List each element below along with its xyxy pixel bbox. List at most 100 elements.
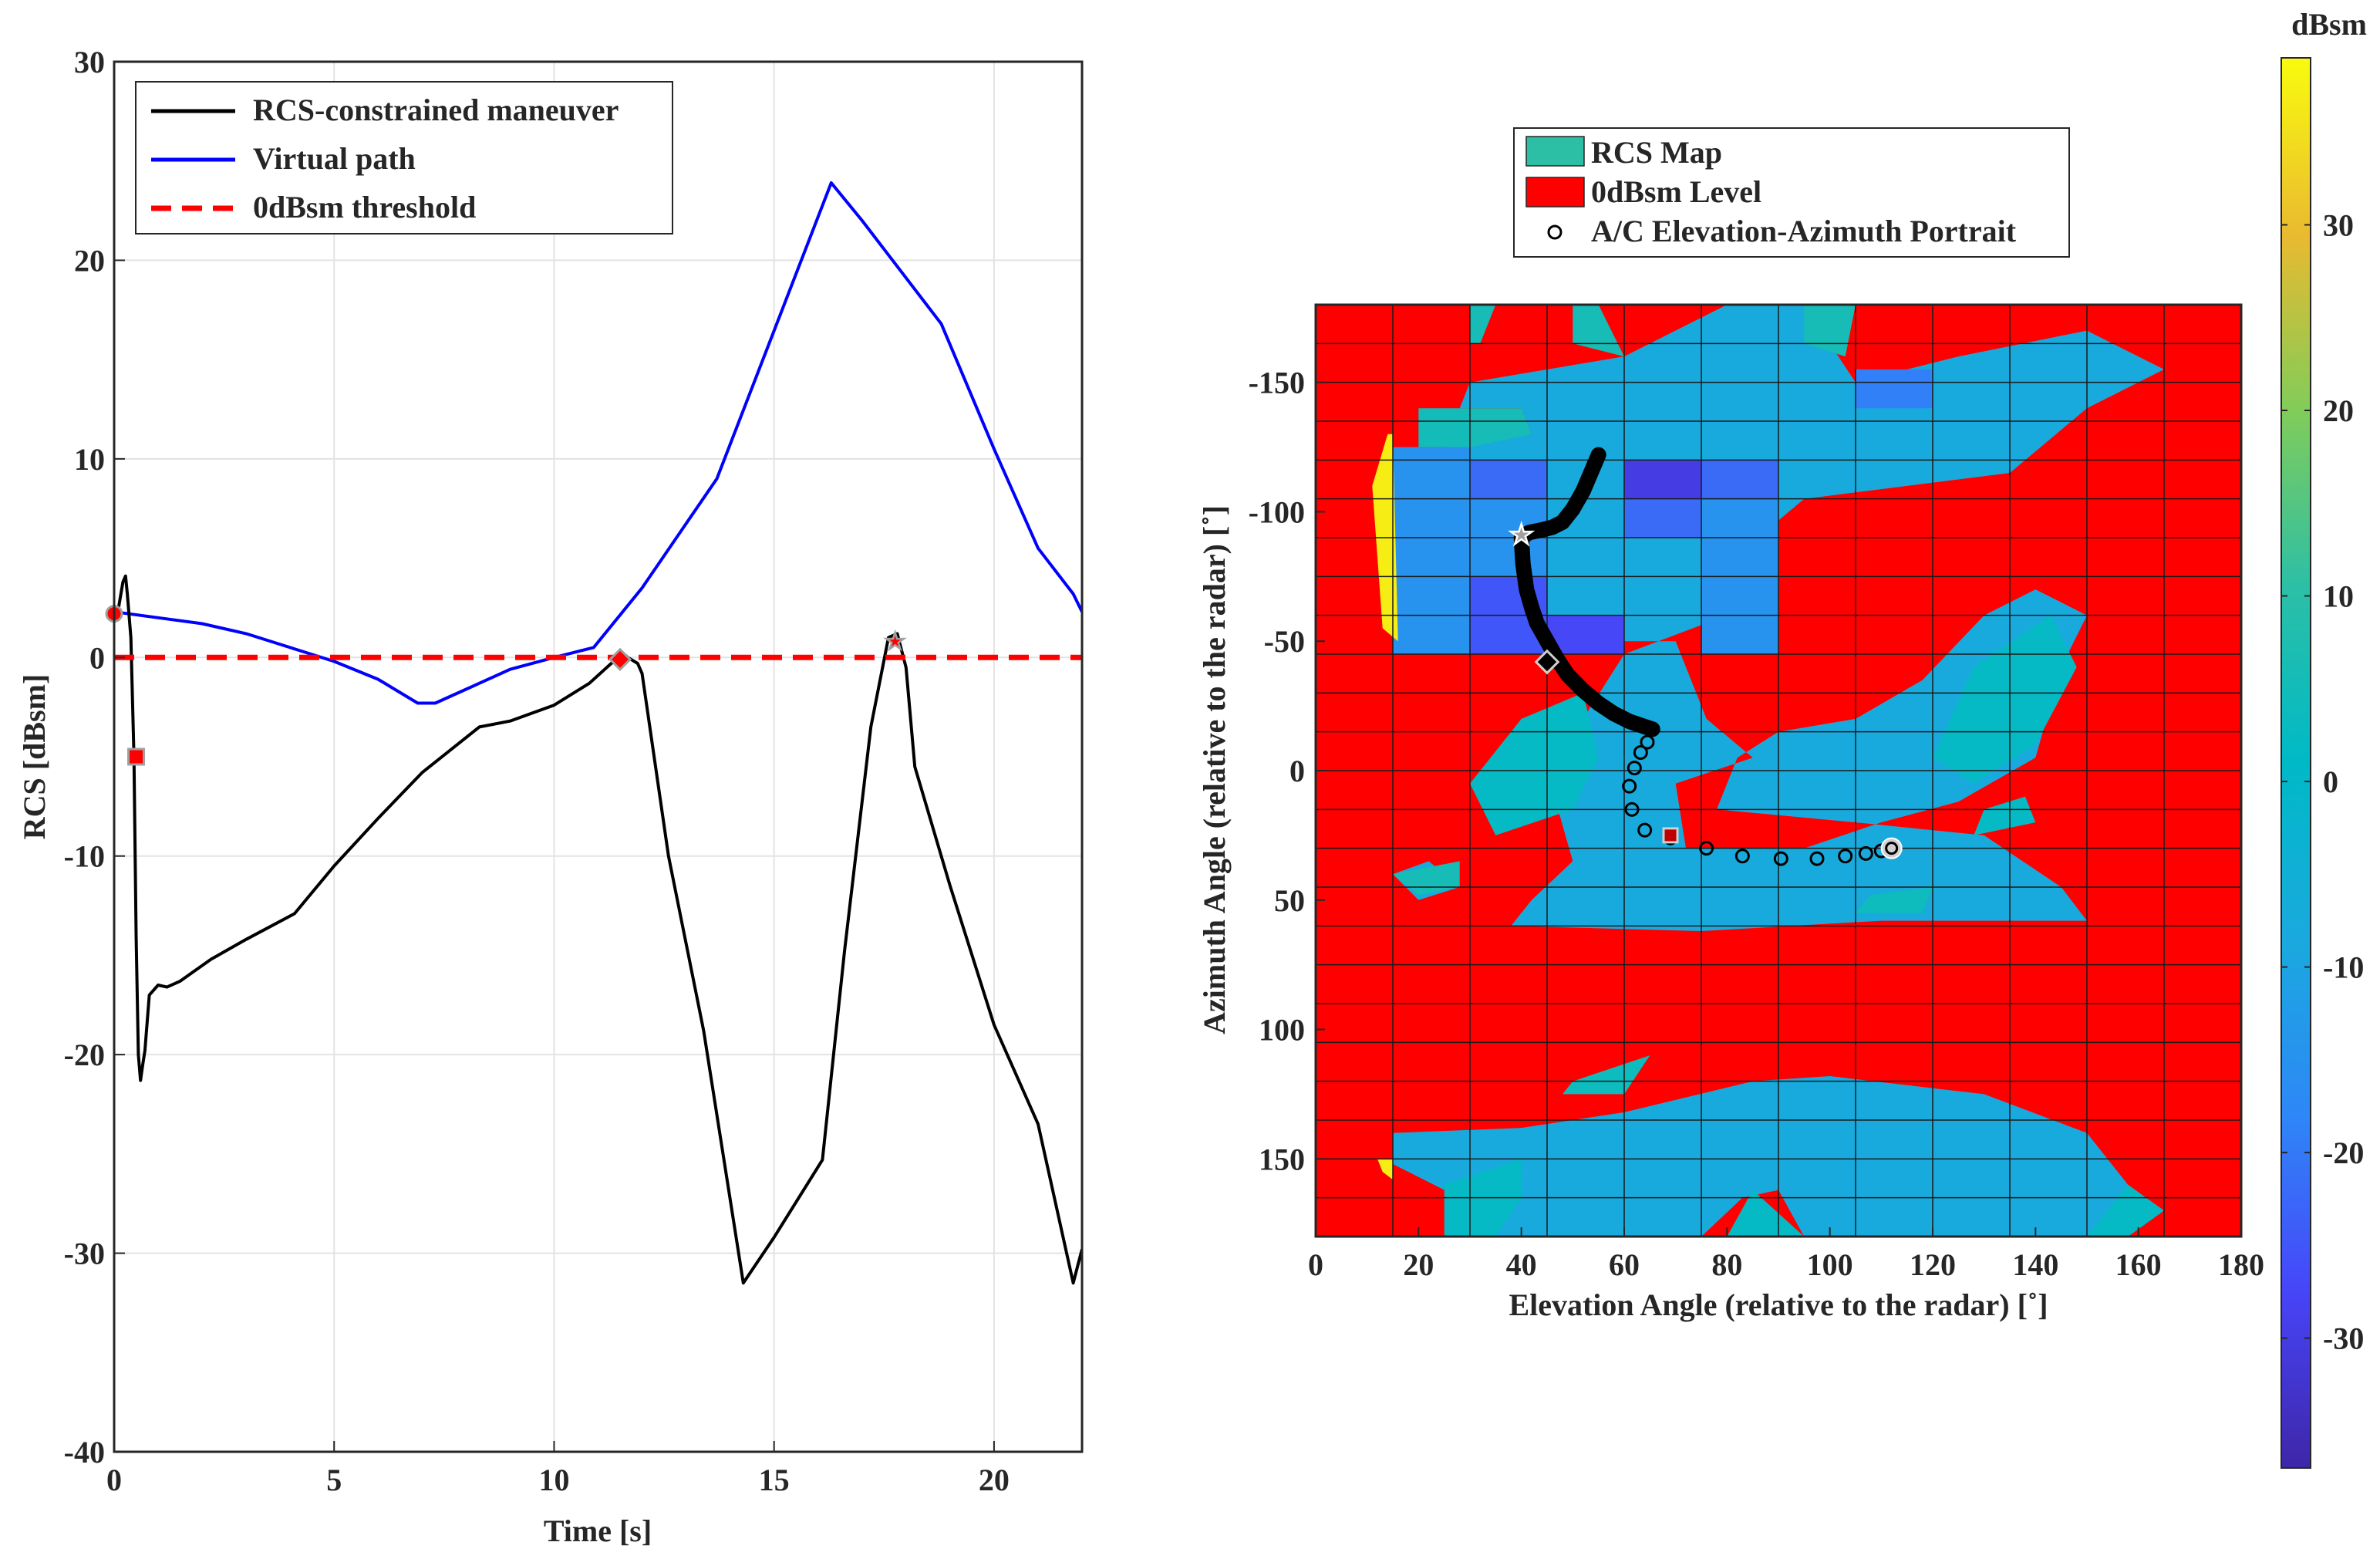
colorbar-tick-label: 20 [2323, 393, 2354, 428]
map-y-tick-label: -50 [1264, 624, 1305, 659]
portrait-point [1584, 466, 1597, 480]
colorbar-tick-label: -30 [2323, 1321, 2364, 1356]
map-region [1377, 1159, 1393, 1180]
map-x-tick-label: 20 [1403, 1247, 1434, 1282]
left-x-tick-label: 20 [979, 1463, 1010, 1497]
colorbar-tick-label: 10 [2323, 579, 2354, 614]
map-key-marker-circle-outer [1880, 837, 1903, 859]
map-legend-box [1513, 127, 2070, 258]
map-region [1393, 447, 1470, 654]
map-region [1393, 861, 1460, 896]
map-region [1418, 408, 1470, 447]
map-x-axis-label: Elevation Angle (relative to the radar) … [1509, 1287, 2048, 1322]
legend-label-virtual-path: Virtual path [253, 141, 416, 176]
portrait-point [1809, 851, 1825, 866]
left-x-tick-label: 10 [538, 1463, 569, 1497]
colorbar-tick-label: 0 [2323, 764, 2338, 799]
map-x-tick-label: 60 [1609, 1247, 1640, 1282]
legend-swatch-rcs-map [1525, 136, 1585, 167]
map-x-tick-label: 180 [2218, 1247, 2264, 1282]
portrait-dense-track [1513, 447, 1660, 737]
map-y-axis-label: Azimuth Angle (relative to the radar) [˚… [1197, 505, 1232, 1034]
portrait-point [1622, 778, 1637, 794]
map-region [1974, 796, 2036, 835]
map-region [1624, 460, 1701, 499]
left-marker-star [883, 629, 907, 652]
map-y-tick-label: 100 [1259, 1013, 1305, 1048]
left-y-tick-label: 30 [74, 45, 105, 79]
left-y-tick-label: -40 [64, 1435, 105, 1470]
map-x-tick-label: 100 [1807, 1247, 1853, 1282]
legend-label-threshold: 0dBsm threshold [253, 190, 476, 224]
map-y-tick-label: -150 [1249, 366, 1305, 400]
rcs-map-chart: 0 20 40 60 80 100 120 140 160 180 -150 -100 -50 0 50 10… [1197, 127, 2264, 1322]
colorbar-bar [2281, 57, 2311, 1469]
legend-label-portrait: A/C Elevation-Azimuth Portrait [1591, 214, 2017, 248]
map-x-tick-label: 160 [2115, 1247, 2162, 1282]
map-x-tick-label: 80 [1711, 1247, 1742, 1282]
left-y-tick-label: 10 [74, 442, 105, 477]
map-y-tick-label: -100 [1249, 494, 1305, 529]
left-y-tick-label: -30 [64, 1237, 105, 1271]
colorbar: dBsm -30 -20 -10 0 10 20 30 [2281, 7, 2367, 1469]
legend-marker-portrait [1547, 224, 1563, 240]
portrait-point [1734, 849, 1750, 864]
left-y-tick-label: 0 [89, 640, 105, 675]
left-marker-diamond [608, 647, 632, 671]
series-line-rcs-constrained [114, 574, 1082, 1285]
left-plot-frame [113, 60, 1084, 1453]
map-x-tick-label: 120 [1910, 1247, 1956, 1282]
map-key-marker-circle [1885, 842, 1899, 855]
portrait-point [1627, 761, 1642, 776]
portrait-point [1699, 841, 1714, 856]
left-y-tick-label: -20 [64, 1038, 105, 1072]
map-y-tick-label: 50 [1274, 883, 1305, 918]
map-tick-labels: 0 20 40 60 80 100 120 140 160 180 -150 -100 -50 0 50 10… [1249, 366, 2264, 1282]
map-portrait-track [1513, 447, 1900, 866]
map-region [1470, 693, 1599, 835]
map-region [1856, 887, 1933, 913]
portrait-point [1624, 801, 1640, 817]
portrait-point [1637, 822, 1653, 838]
portrait-point [1858, 845, 1873, 861]
left-plot-area [114, 62, 1082, 1452]
map-x-tick-label: 0 [1308, 1247, 1323, 1282]
left-tick-labels: 0 5 10 15 20 -40 -30 -20 -10 0 10 20 30 [64, 45, 1010, 1497]
map-y-tick-label: 150 [1259, 1142, 1305, 1176]
colorbar-tick-label: 30 [2323, 208, 2354, 242]
map-region [1856, 369, 1933, 409]
left-x-axis-label: Time [s] [544, 1513, 652, 1548]
map-region [1470, 460, 1547, 499]
legend-label-rcs-constrained: RCS-constrained maneuver [253, 93, 619, 127]
legend-label-0dbsm-level: 0dBsm Level [1591, 174, 1761, 209]
left-x-tick-label: 15 [759, 1463, 790, 1497]
legend-label-rcs-map: RCS Map [1591, 135, 1722, 170]
map-key-marker-square [1662, 827, 1679, 844]
colorbar-tick-label: -10 [2323, 950, 2364, 985]
left-legend: RCS-constrained maneuver Virtual path 0d… [135, 81, 673, 235]
portrait-point [1773, 851, 1788, 866]
left-series-group [114, 181, 1082, 1285]
map-region [1701, 460, 1778, 499]
portrait-point [1640, 734, 1655, 750]
portrait-point [1536, 523, 1549, 537]
left-y-axis-label: RCS [dBsm] [17, 674, 52, 839]
portrait-point [1838, 849, 1853, 864]
series-line-virtual-path [114, 181, 1082, 705]
map-legend: RCS Map 0dBsm Level A/C Elevation-Azimut… [1513, 127, 2070, 258]
left-x-tick-label: 5 [326, 1463, 342, 1497]
map-region [1933, 615, 2077, 784]
map-region [1727, 1189, 1805, 1237]
portrait-point [1556, 515, 1569, 529]
portrait-point [1592, 448, 1605, 461]
left-marker-square [127, 747, 146, 766]
legend-swatch-0dbsm-level [1525, 177, 1585, 208]
colorbar-ticks: -30 -20 -10 0 10 20 30 [2281, 208, 2364, 1356]
portrait-point [1576, 484, 1589, 498]
rcs-time-chart: 0 5 10 15 20 -40 -30 -20 -10 0 10 20 30 Time [s] RCS… [17, 45, 1084, 1548]
map-key-markers [1508, 521, 1903, 859]
left-y-tick-label: -10 [64, 839, 105, 874]
left-y-tick-label: 20 [74, 243, 105, 278]
map-region [1624, 498, 1701, 538]
